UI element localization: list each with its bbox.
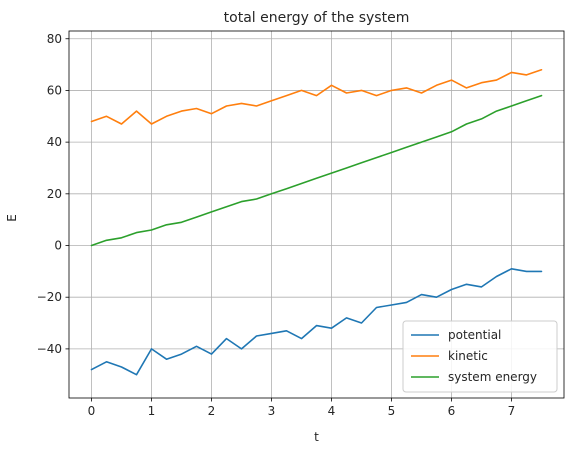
tick-layer: 0 1 2 3 4 5 6 7 −40 −20 0 20 40 60 80 <box>37 32 516 418</box>
x-tick-label: 6 <box>448 404 456 418</box>
y-tick-label: 80 <box>47 32 62 46</box>
y-axis-label: E <box>5 214 19 222</box>
legend-label: potential <box>448 328 501 342</box>
series-line-system-energy <box>90 94 543 247</box>
series-layer <box>90 69 543 376</box>
legend-box <box>402 320 558 393</box>
y-tick-label: −40 <box>37 342 62 356</box>
legend: potential kinetic system energy <box>402 320 558 393</box>
y-tick-label: 40 <box>47 135 62 149</box>
y-tick-label: −20 <box>37 290 62 304</box>
y-tick-label: 60 <box>47 83 62 97</box>
plot-area-frame <box>68 30 565 399</box>
x-tick-label: 4 <box>328 404 336 418</box>
x-axis-label: t <box>314 430 319 444</box>
legend-label: system energy <box>448 370 537 384</box>
x-tick-label: 7 <box>508 404 516 418</box>
chart-title: total energy of the system <box>224 10 410 26</box>
series-line-potential <box>90 267 543 376</box>
x-tick-label: 0 <box>88 404 96 418</box>
y-tick-label: 20 <box>47 187 62 201</box>
y-tick-label: 0 <box>54 239 62 253</box>
x-tick-label: 2 <box>208 404 216 418</box>
x-tick-label: 1 <box>148 404 156 418</box>
x-tick-label: 3 <box>268 404 276 418</box>
legend-label: kinetic <box>448 349 488 363</box>
x-tick-label: 5 <box>388 404 396 418</box>
series-line-kinetic <box>90 69 543 125</box>
